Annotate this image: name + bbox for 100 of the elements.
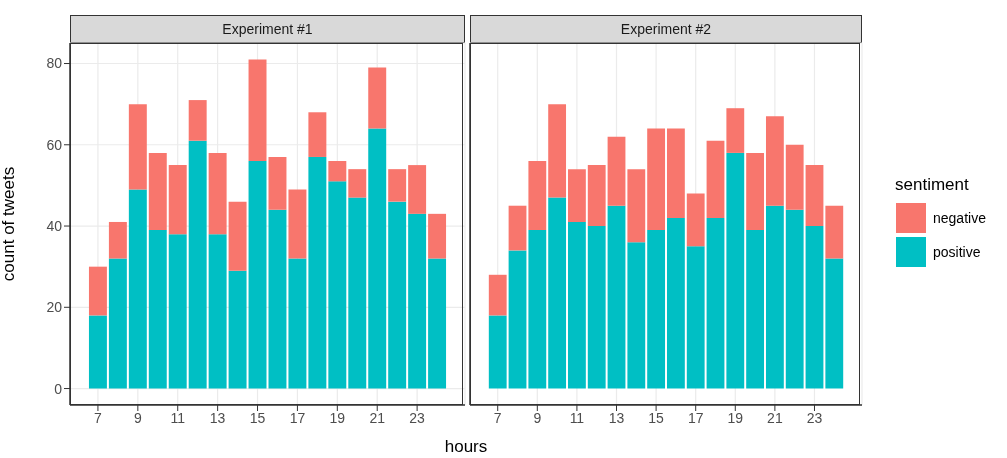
bar [627,242,646,389]
bar [168,234,187,389]
bar [568,221,586,389]
bar [686,193,705,247]
x-tick-label: 15 [249,409,266,426]
bar [805,165,824,227]
x-tick-label: 23 [806,409,823,426]
bar [726,152,745,389]
bar [428,213,447,259]
y-tick-label: 20 [46,299,63,316]
bar [348,197,367,389]
bar [208,234,227,389]
bar [88,266,107,316]
x-tick-label: 9 [133,409,142,426]
bar [268,209,287,389]
x-tick-label: 7 [493,409,502,426]
bar [587,226,606,389]
bar [188,100,207,141]
bar [428,258,447,389]
bar [528,161,547,231]
bar [368,67,387,129]
bar [248,161,267,389]
bar [368,128,387,389]
bar [108,221,127,259]
legend-title: sentiment [895,175,970,195]
bar [627,169,646,243]
x-tick-label: 23 [409,409,426,426]
bar [785,144,804,210]
x-tick-label: 7 [94,409,103,426]
chart-title: Experiment #2 [470,15,862,43]
bar [388,201,407,389]
bar [508,250,527,389]
bar [667,128,685,218]
bar [647,128,666,231]
bar [328,181,347,389]
bar [825,258,844,389]
x-tick-label: 13 [209,409,226,426]
bar [528,230,547,389]
y-tick-label: 40 [46,218,63,234]
x-tick-label: 21 [767,409,783,426]
bar [726,108,745,153]
x-tick-label: 15 [648,409,665,426]
bar [128,189,147,389]
bar [785,209,804,389]
bar [667,217,685,389]
bar [148,230,167,389]
bar [508,205,527,251]
bar [408,213,427,389]
bar [268,156,287,210]
bar [108,258,127,389]
bar [568,169,586,222]
bar [765,205,784,389]
bar [706,140,725,218]
bar [148,152,167,231]
legend-label: negative [933,210,986,226]
x-tick-label: 21 [369,409,386,426]
y-axis-title: count of tweets [0,166,19,282]
bar [328,161,347,182]
bar [825,205,844,259]
bar [228,201,247,271]
bar [647,230,666,389]
bar [308,112,327,157]
bar [248,59,267,162]
bar [607,205,626,389]
bar [587,165,606,227]
bar [288,189,307,259]
bar [805,226,824,389]
legend-label: positive [933,244,981,260]
bar [188,140,207,389]
bar [208,152,227,235]
bar [746,152,765,231]
bar [686,246,705,389]
bar [548,104,567,198]
bar [88,315,107,389]
bar [488,274,507,316]
x-tick-label: 17 [289,409,306,426]
x-tick-label: 11 [569,409,585,426]
bar [228,270,247,389]
bar [746,230,765,389]
x-tick-label: 9 [533,409,542,426]
bar [706,217,725,389]
bar [308,156,327,389]
x-tick-label: 19 [727,409,744,426]
bar [765,116,784,206]
bar [488,315,507,389]
bar [288,258,307,389]
bar [548,197,567,389]
bar [408,165,427,214]
x-tick-label: 13 [608,409,625,426]
chart-title: Experiment #1 [70,15,465,43]
bar [388,169,407,202]
x-tick-label: 17 [687,409,704,426]
y-tick-label: 80 [46,55,63,72]
x-axis-title: hours [443,437,489,457]
bar [607,136,626,206]
bar [348,169,367,198]
bar [168,165,187,235]
y-tick-label: 0 [54,380,63,397]
bar [128,104,147,190]
y-tick-label: 60 [46,136,63,153]
